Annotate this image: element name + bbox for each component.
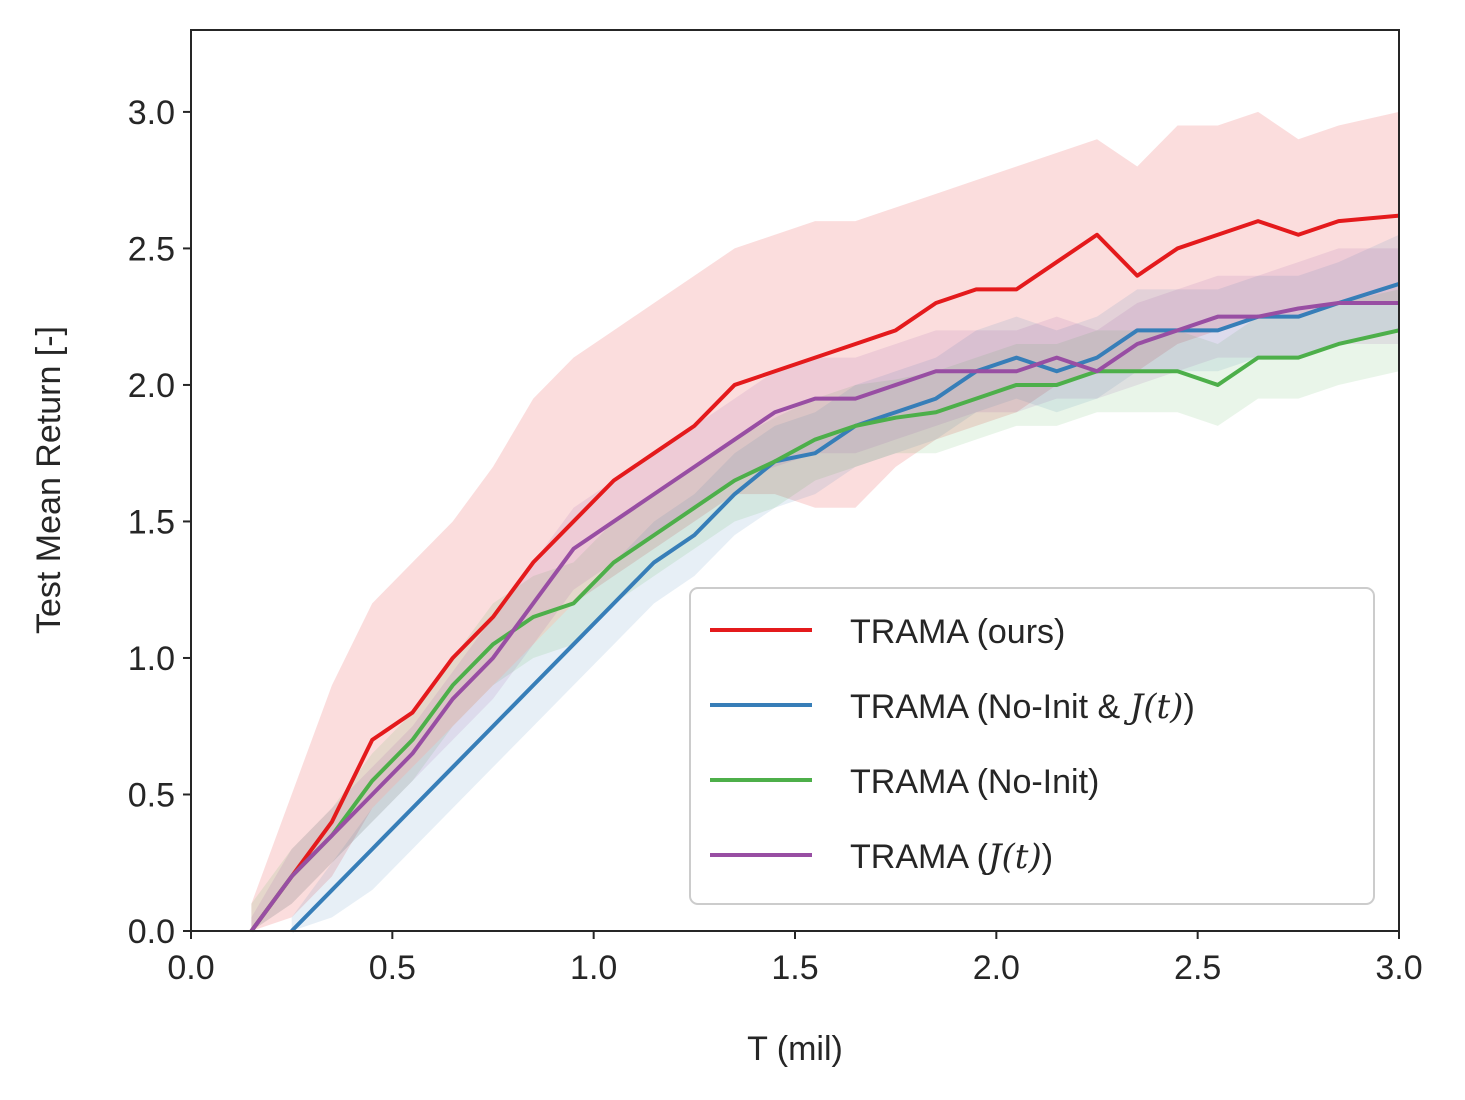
x-tick-label: 2.5	[1174, 949, 1221, 987]
y-tick-label: 2.0	[128, 367, 175, 405]
line-series-0	[249, 213, 1400, 933]
line-series-2	[249, 328, 1400, 933]
line-series-3	[249, 301, 1399, 933]
legend-label-2: TRAMA (No-Init)	[850, 763, 1099, 801]
x-tick-label: 3.0	[1375, 949, 1422, 987]
legend-label-0: TRAMA (ours)	[850, 613, 1065, 651]
y-axis-label: Test Mean Return [-]	[30, 326, 68, 634]
x-axis-label: T (mil)	[747, 1030, 843, 1068]
series-lines	[249, 213, 1400, 933]
y-tick-label: 0.0	[128, 913, 175, 951]
legend-label-1: TRAMA (No-Init & J(t))	[850, 687, 1195, 727]
y-tick-label: 1.5	[128, 503, 175, 541]
y-tick-label: 1.0	[128, 640, 175, 678]
x-tick-label: 2.0	[973, 949, 1020, 987]
x-axis-ticks: 0.0 0.5 1.0 1.5 2.0 2.5 3.0	[167, 931, 1423, 987]
y-tick-label: 2.5	[128, 230, 175, 268]
y-tick-label: 3.0	[128, 94, 175, 132]
x-tick-label: 0.0	[167, 949, 214, 987]
band-series-1	[291, 234, 1400, 932]
band-series-0	[251, 111, 1399, 932]
line-series-1	[290, 282, 1400, 933]
y-tick-label: 0.5	[128, 776, 175, 814]
legend-label-3: TRAMA (J(t))	[850, 837, 1053, 877]
x-tick-label: 1.5	[771, 949, 818, 987]
x-tick-label: 0.5	[369, 949, 416, 987]
legend: TRAMA (ours) TRAMA (No-Init & J(t)) TRAM…	[689, 587, 1375, 905]
y-axis-ticks: 0.0 0.5 1.0 1.5 2.0 2.5 3.0	[128, 94, 191, 951]
band-series-2	[251, 289, 1399, 931]
x-tick-label: 1.0	[570, 949, 617, 987]
legend-box	[689, 587, 1375, 905]
